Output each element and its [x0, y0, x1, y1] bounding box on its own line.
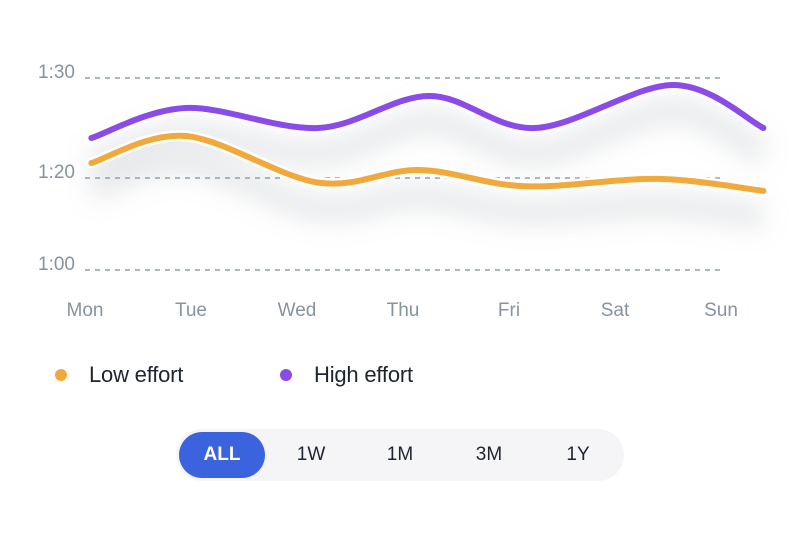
range-1m-button[interactable]: 1M: [357, 432, 443, 478]
legend-item-high-effort: High effort: [280, 362, 413, 388]
legend-item-low-effort: Low effort: [55, 362, 183, 388]
range-3m-button[interactable]: 3M: [446, 432, 532, 478]
y-tick-label: 1:30: [38, 62, 75, 83]
y-tick-label: 1:00: [38, 254, 75, 275]
time-range-selector: ALL 1W 1M 3M 1Y: [176, 429, 624, 481]
series-line-high-effort: [88, 82, 767, 141]
y-axis-ticks: 1:30 1:20 1:00: [38, 62, 75, 275]
legend-label-high-effort: High effort: [314, 362, 413, 387]
legend-dot-high-effort: [280, 369, 292, 381]
range-1y-button[interactable]: 1Y: [535, 432, 621, 478]
x-tick-label: Fri: [498, 300, 520, 321]
series-line-low-effort: [88, 132, 767, 194]
x-tick-label: Tue: [175, 300, 207, 321]
range-all-button[interactable]: ALL: [179, 432, 265, 478]
x-tick-label: Wed: [278, 300, 317, 321]
range-1w-button[interactable]: 1W: [268, 432, 354, 478]
legend-label-low-effort: Low effort: [89, 362, 184, 387]
legend-dot-low-effort: [55, 369, 67, 381]
chart-legend: Low effort High effort: [0, 362, 800, 392]
x-tick-label: Thu: [387, 300, 420, 321]
x-axis-ticks: Mon Tue Wed Thu Fri Sat Sun: [67, 300, 738, 321]
x-tick-label: Sat: [601, 300, 630, 321]
y-tick-label: 1:20: [38, 162, 75, 183]
series-shadow: [87, 148, 765, 230]
line-chart: 1:30 1:20 1:00 Mon Tue Wed Thu Fri Sat Sun: [38, 62, 770, 321]
chart-series: [85, 79, 769, 197]
x-tick-label: Mon: [67, 300, 104, 321]
x-tick-label: Sun: [704, 300, 738, 321]
chart-shadow: [86, 97, 770, 230]
